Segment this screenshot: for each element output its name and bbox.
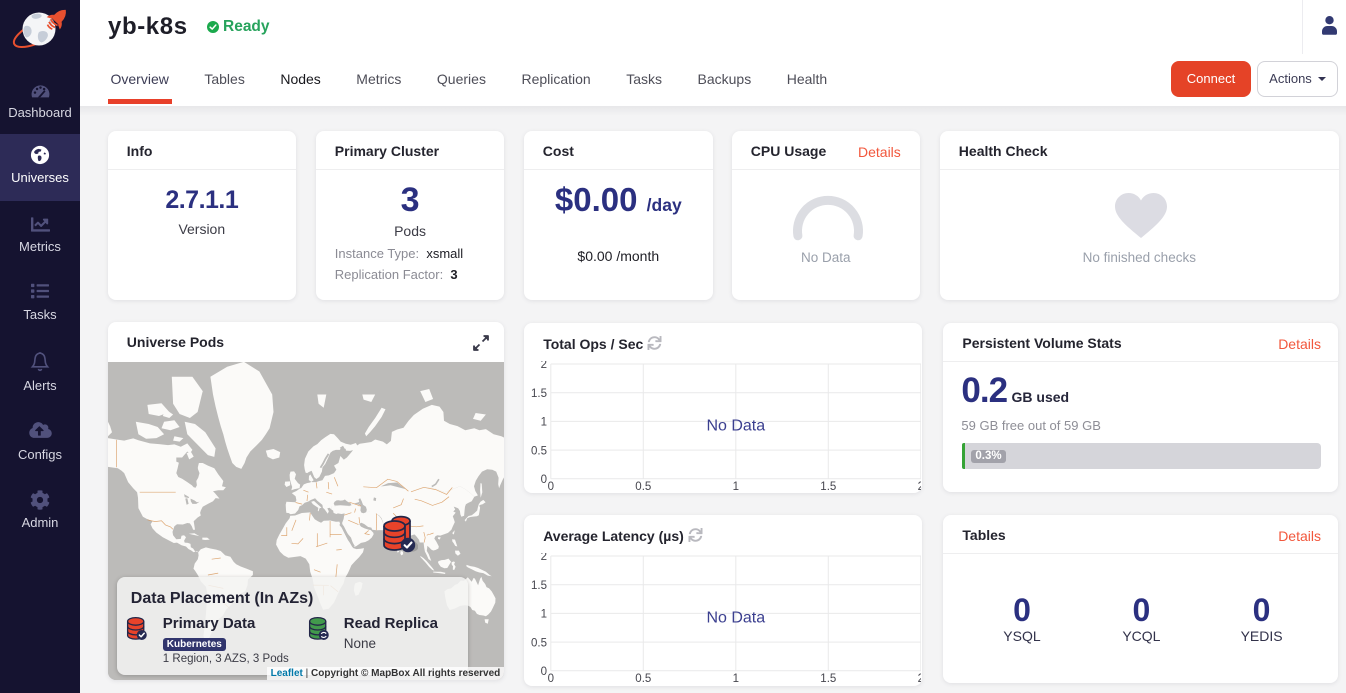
svg-text:0.5: 0.5 (635, 673, 651, 685)
svg-text:2: 2 (918, 673, 921, 685)
svg-text:1.5: 1.5 (820, 481, 836, 493)
svg-text:1.5: 1.5 (531, 580, 547, 592)
svg-text:2: 2 (541, 553, 547, 563)
svg-text:1: 1 (541, 609, 547, 621)
svg-text:0: 0 (541, 474, 547, 486)
svg-text:2: 2 (918, 481, 921, 493)
svg-text:0.5: 0.5 (635, 481, 651, 493)
svg-text:1.5: 1.5 (820, 673, 836, 685)
svg-text:1.5: 1.5 (531, 388, 547, 400)
svg-text:1: 1 (541, 417, 547, 429)
svg-text:No Data: No Data (707, 418, 766, 435)
svg-text:2: 2 (541, 361, 547, 371)
svg-text:0: 0 (548, 673, 554, 685)
svg-text:No Data: No Data (707, 610, 766, 627)
svg-text:0: 0 (541, 666, 547, 678)
svg-text:1: 1 (733, 481, 739, 493)
svg-text:1: 1 (733, 673, 739, 685)
svg-text:0.5: 0.5 (531, 637, 547, 649)
svg-text:0.5: 0.5 (531, 445, 547, 457)
svg-text:0: 0 (548, 481, 554, 493)
